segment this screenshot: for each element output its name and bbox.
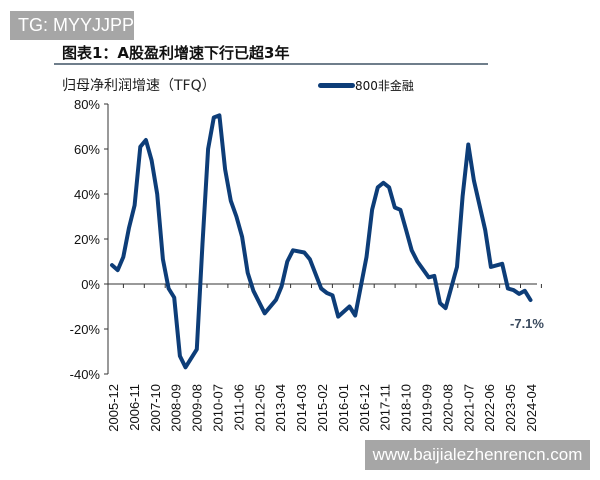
- x-tick-label: 2008-09: [169, 384, 184, 432]
- x-tick-label: 2011-06: [231, 384, 246, 431]
- x-tick-label: 2018-10: [399, 384, 414, 432]
- x-tick-label: 2024-04: [524, 384, 539, 432]
- y-tick-label: 80%: [74, 97, 100, 112]
- x-tick-label: 2023-05: [503, 384, 518, 432]
- x-tick-label: 2016-12: [357, 384, 372, 432]
- x-tick-label: 2006-11: [127, 384, 142, 431]
- chart-title: 图表1：A股盈利增速下行已超3年: [62, 44, 290, 62]
- x-tick-label: 2007-10: [148, 384, 163, 432]
- y-tick-label: 60%: [74, 142, 100, 157]
- watermark-tg: TG: MYYJJPP: [10, 11, 134, 40]
- title-divider: [54, 63, 488, 65]
- y-tick-label: 0%: [81, 277, 100, 292]
- legend: 800非金融: [318, 77, 414, 94]
- x-tick-label: 2010-07: [211, 384, 226, 432]
- legend-label: 800非金融: [355, 79, 414, 93]
- series-line-800: [110, 113, 533, 370]
- y-tick-label: 40%: [74, 187, 100, 202]
- y-axis-label: 归母净利润增速（TFQ）: [62, 78, 216, 94]
- y-tick-label: -20%: [70, 322, 101, 337]
- x-tick-label: 2022-06: [482, 384, 497, 432]
- x-tick-label: 2013-04: [273, 384, 288, 432]
- watermark-url: www.baijialezhenrencn.com: [365, 440, 590, 470]
- x-tick-label: 2009-08: [190, 384, 205, 432]
- data-label-last: -7.1%: [510, 316, 544, 331]
- legend-swatch: [318, 83, 355, 88]
- x-tick-label: 2016-01: [336, 384, 351, 432]
- x-tick-label: 2014-03: [294, 384, 309, 432]
- x-tick-label: 2017-11: [378, 384, 393, 431]
- x-tick-label: 2021-07: [461, 384, 476, 432]
- x-tick-label: 2019-09: [420, 384, 435, 432]
- x-tick-label: 2015-02: [315, 384, 330, 432]
- x-tick-label: 2020-08: [440, 384, 455, 432]
- x-tick-label: 2005-12: [106, 384, 121, 432]
- x-tick-label: 2012-05: [252, 384, 267, 432]
- y-tick-label: 20%: [74, 232, 100, 247]
- y-tick-label: -40%: [70, 367, 101, 382]
